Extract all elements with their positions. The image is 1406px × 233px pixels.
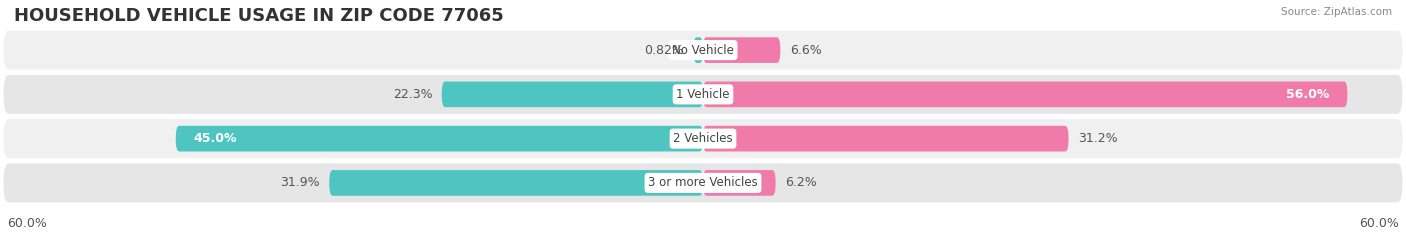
FancyBboxPatch shape bbox=[693, 37, 703, 63]
FancyBboxPatch shape bbox=[3, 119, 1403, 158]
FancyBboxPatch shape bbox=[329, 170, 703, 196]
Text: 56.0%: 56.0% bbox=[1286, 88, 1330, 101]
FancyBboxPatch shape bbox=[703, 37, 780, 63]
Text: 0.82%: 0.82% bbox=[644, 44, 685, 57]
Text: Source: ZipAtlas.com: Source: ZipAtlas.com bbox=[1281, 7, 1392, 17]
FancyBboxPatch shape bbox=[176, 126, 703, 151]
FancyBboxPatch shape bbox=[441, 82, 703, 107]
Text: 31.9%: 31.9% bbox=[280, 176, 321, 189]
FancyBboxPatch shape bbox=[3, 31, 1403, 70]
Text: No Vehicle: No Vehicle bbox=[672, 44, 734, 57]
Text: 2 Vehicles: 2 Vehicles bbox=[673, 132, 733, 145]
Text: 31.2%: 31.2% bbox=[1078, 132, 1118, 145]
Text: 1 Vehicle: 1 Vehicle bbox=[676, 88, 730, 101]
Text: 60.0%: 60.0% bbox=[7, 217, 46, 230]
Text: 22.3%: 22.3% bbox=[392, 88, 433, 101]
FancyBboxPatch shape bbox=[703, 170, 776, 196]
FancyBboxPatch shape bbox=[3, 75, 1403, 114]
FancyBboxPatch shape bbox=[703, 126, 1069, 151]
Text: 45.0%: 45.0% bbox=[194, 132, 236, 145]
Text: 60.0%: 60.0% bbox=[1360, 217, 1399, 230]
FancyBboxPatch shape bbox=[703, 82, 1347, 107]
Text: HOUSEHOLD VEHICLE USAGE IN ZIP CODE 77065: HOUSEHOLD VEHICLE USAGE IN ZIP CODE 7706… bbox=[14, 7, 503, 25]
Text: 6.6%: 6.6% bbox=[790, 44, 821, 57]
Text: 3 or more Vehicles: 3 or more Vehicles bbox=[648, 176, 758, 189]
Text: 6.2%: 6.2% bbox=[785, 176, 817, 189]
FancyBboxPatch shape bbox=[3, 163, 1403, 202]
